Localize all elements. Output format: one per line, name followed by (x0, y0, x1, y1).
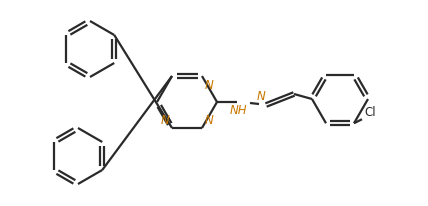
Text: N: N (205, 114, 214, 126)
Text: N: N (205, 79, 214, 92)
Text: N: N (160, 114, 169, 126)
Text: N: N (257, 90, 265, 103)
Text: Cl: Cl (364, 106, 376, 119)
Text: NH: NH (230, 103, 248, 116)
